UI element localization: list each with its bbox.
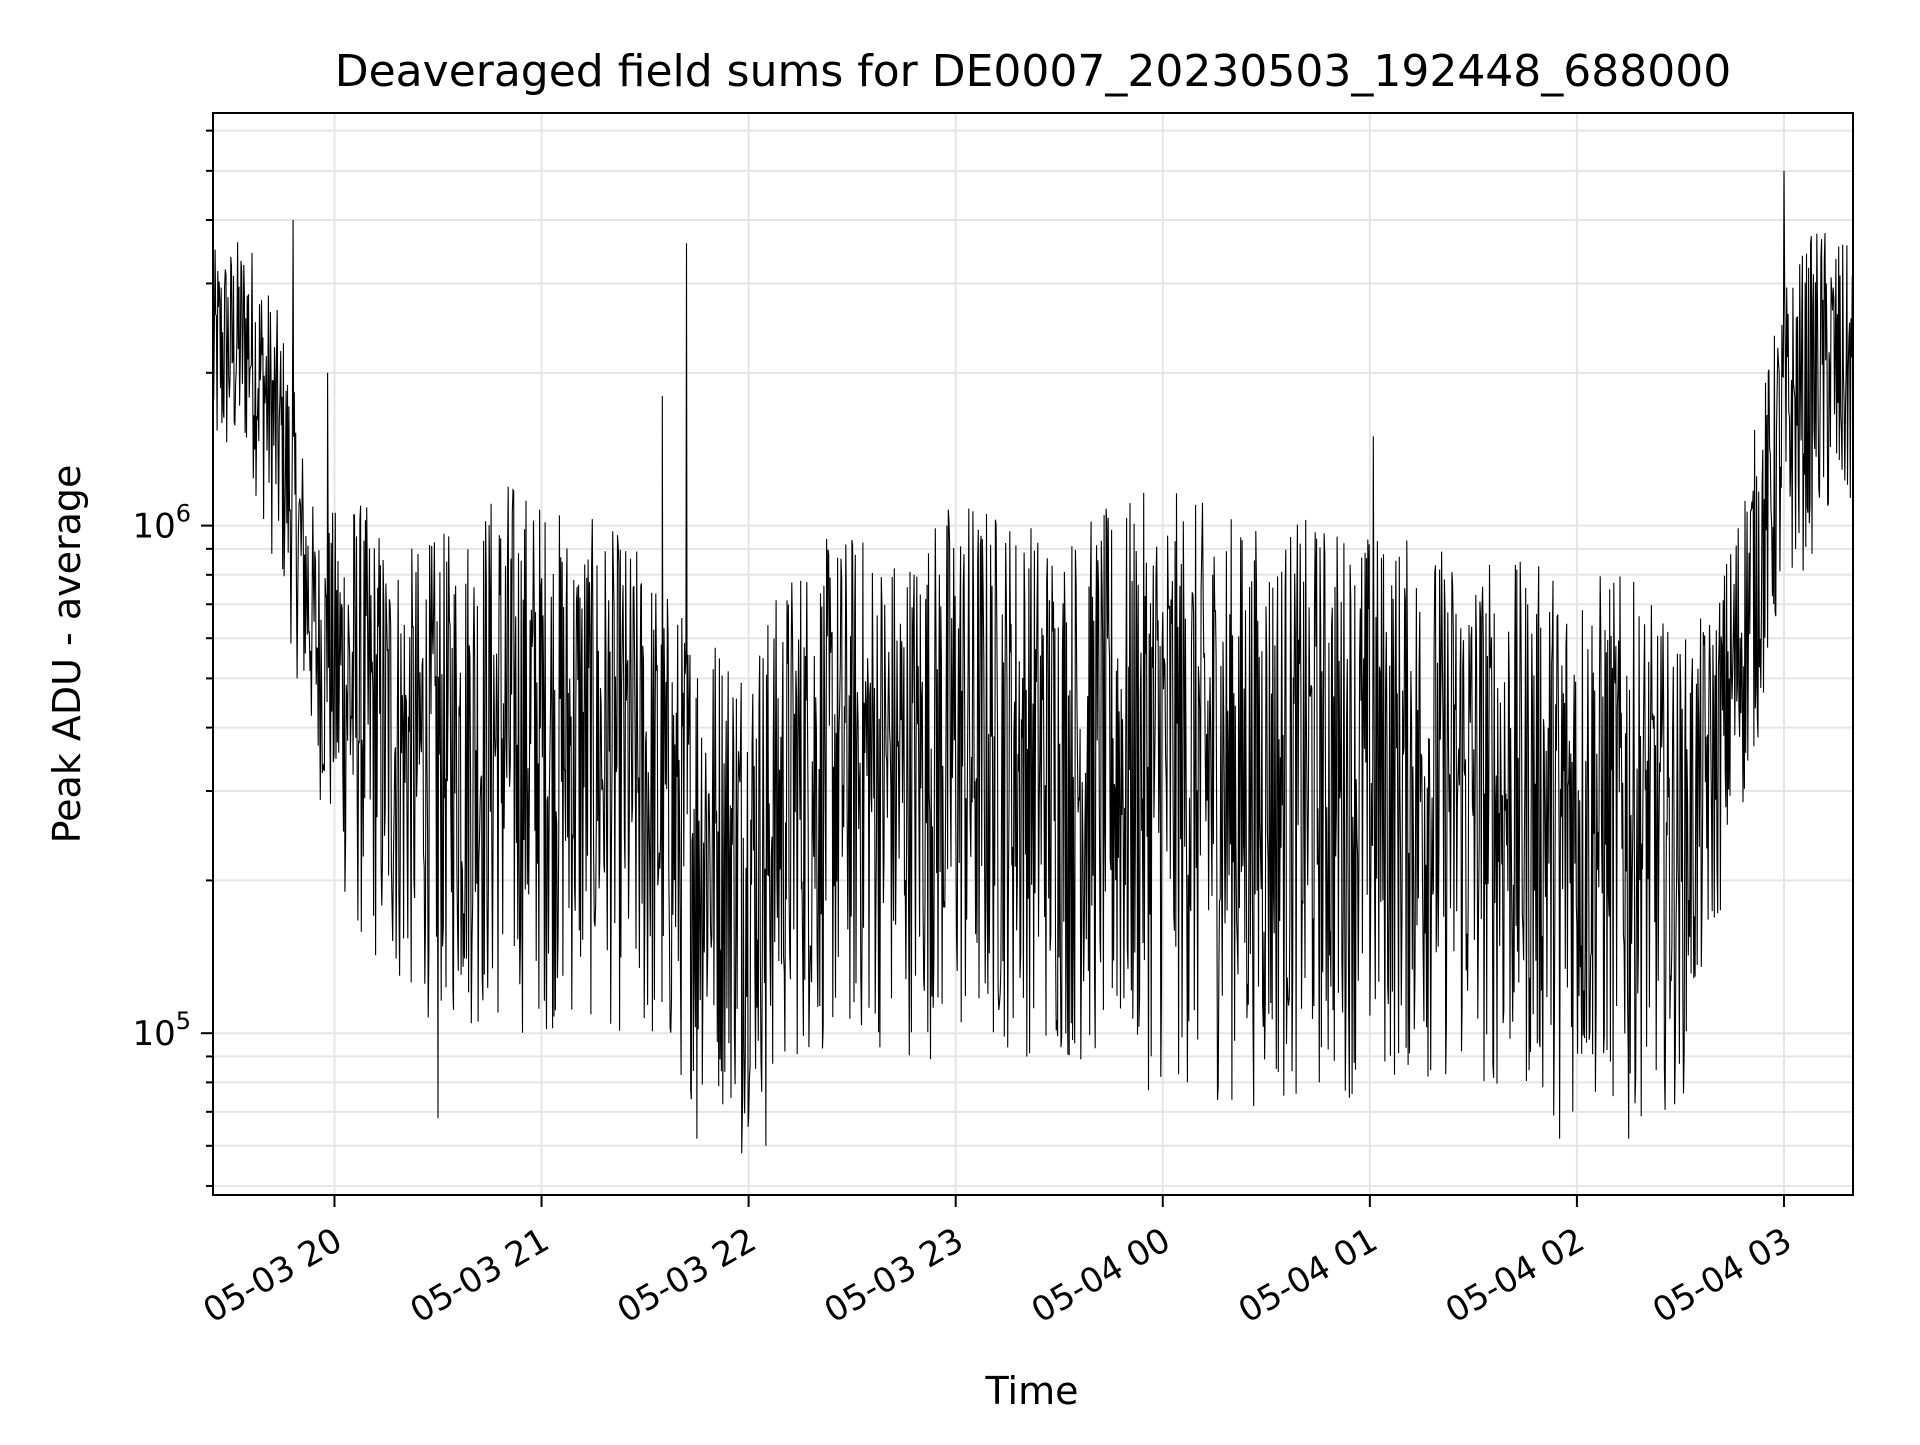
y-axis-label: Peak ADU - average <box>45 465 89 844</box>
plot-frame <box>212 112 1854 1196</box>
chart-title: Deaveraged field sums for DE0007_2023050… <box>335 46 1732 97</box>
x-axis-label: Time <box>985 1369 1079 1413</box>
data-layer <box>212 170 1854 1154</box>
series-line <box>212 170 1854 1154</box>
y-tick-label: 106 <box>132 500 191 547</box>
y-tick-label: 105 <box>132 1007 191 1054</box>
